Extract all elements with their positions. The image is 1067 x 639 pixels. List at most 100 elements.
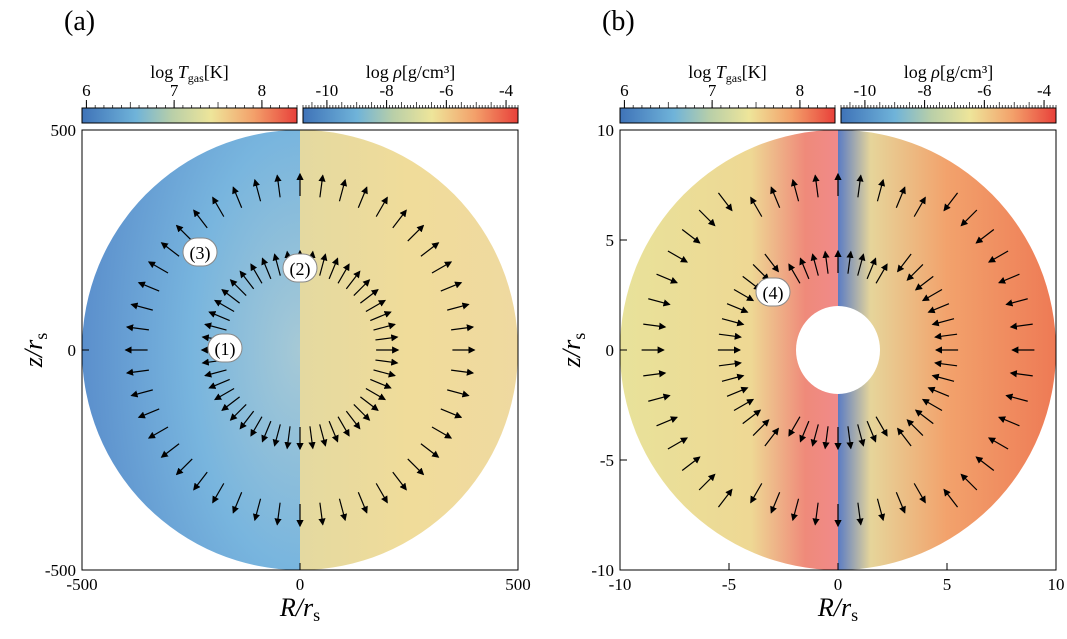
arrow — [232, 186, 243, 208]
arrow — [1009, 322, 1033, 330]
arrow — [1005, 298, 1028, 307]
annotation: (4) — [763, 283, 784, 304]
colorbar-tick-label: -8 — [918, 81, 932, 100]
arrow — [718, 360, 742, 368]
arrow — [752, 419, 770, 436]
y-tick-label: -10 — [591, 561, 614, 580]
arrow — [353, 404, 371, 421]
arrow — [643, 370, 667, 378]
arrow — [927, 386, 950, 397]
arrow — [895, 492, 906, 514]
arrow — [261, 257, 272, 280]
arrow — [975, 456, 995, 472]
arrow — [726, 303, 749, 314]
annotation: (2) — [290, 259, 311, 280]
inner-hole — [796, 306, 880, 394]
arrow — [764, 253, 780, 273]
colorbar-label-pre: log — [904, 62, 932, 82]
arrow — [812, 502, 820, 526]
arrow — [770, 492, 781, 514]
arrow — [338, 178, 348, 202]
arrow — [721, 318, 745, 327]
arrow — [392, 209, 407, 229]
arrow — [447, 389, 470, 398]
colorbar — [840, 107, 1057, 124]
arrow — [250, 416, 263, 437]
arrow — [204, 322, 227, 331]
arrow — [934, 360, 958, 368]
annotation-box — [282, 253, 318, 283]
arrow — [337, 416, 350, 437]
arrow — [160, 242, 180, 257]
arrow — [733, 288, 755, 302]
arrow — [130, 302, 153, 311]
x-axis-label-main: R/r — [817, 593, 852, 622]
arrow — [252, 498, 262, 522]
x-tick-label: 0 — [296, 575, 305, 594]
arrow — [906, 264, 924, 281]
arrow — [752, 264, 770, 281]
colorbar-tick-label: 7 — [708, 81, 717, 100]
colorbar-label: log ρ[g/cm³] — [366, 62, 456, 82]
arrow — [125, 368, 149, 376]
colorbar-label: log Tgas[K] — [150, 62, 229, 85]
arrow — [125, 324, 149, 332]
arrow — [370, 311, 392, 322]
colorbar-tick-label: -8 — [380, 81, 394, 100]
colorbar-label-sym: ρ — [930, 62, 940, 82]
arrow — [318, 174, 326, 198]
x-tick-label: -500 — [66, 575, 97, 594]
colorbar-label-sym: ρ — [392, 62, 402, 82]
arrow — [420, 242, 440, 257]
colorbar — [302, 107, 519, 124]
colorbar-tick-label: -4 — [499, 81, 514, 100]
arrow — [431, 261, 453, 274]
x-axis-label: R/rs — [817, 593, 858, 625]
arrow — [987, 250, 1009, 263]
y-tick-label: 10 — [597, 121, 614, 140]
arrow — [857, 424, 866, 447]
arrow — [960, 473, 978, 491]
colorbar-label: log Tgas[K] — [688, 62, 767, 85]
arrow — [913, 196, 926, 217]
arrow — [770, 186, 781, 208]
y-axis-label: z/rs — [19, 333, 51, 368]
arrow — [221, 396, 240, 411]
y-axis-label: z/rs — [557, 333, 589, 368]
arrow — [846, 250, 854, 274]
arrow — [656, 273, 678, 284]
arrow — [931, 373, 955, 382]
arrow — [431, 426, 453, 439]
colorbar — [619, 107, 836, 124]
colorbar-label: log ρ[g/cm³] — [904, 62, 994, 82]
arrow — [175, 224, 193, 242]
colorbar-label-post: [g/cm³] — [402, 62, 455, 82]
colorbar-label-sym: T — [178, 62, 190, 82]
colorbar-label-post: [g/cm³] — [940, 62, 993, 82]
arrow — [927, 303, 950, 314]
colorbar-label-post: [K] — [204, 62, 229, 82]
colorbar-label-sub: gas — [188, 71, 204, 85]
arrow — [718, 332, 742, 340]
arrow — [250, 263, 263, 284]
colorbar-tick-label: -6 — [439, 81, 453, 100]
arrow — [643, 322, 667, 330]
arrow — [875, 263, 888, 284]
y-tick-label: -500 — [45, 561, 76, 580]
arrow — [812, 174, 820, 198]
colorbar-tick-label: -6 — [977, 81, 991, 100]
arrow — [742, 409, 762, 425]
x-tick-label: 10 — [1048, 575, 1065, 594]
arrow — [392, 471, 407, 491]
arrow — [822, 426, 830, 450]
arrow — [360, 289, 379, 304]
colorbar-tick-label: 8 — [258, 81, 267, 100]
arrow — [698, 209, 716, 227]
arrow — [212, 196, 225, 217]
arrow — [447, 302, 470, 311]
arrow — [328, 257, 339, 280]
arrow — [788, 416, 801, 437]
arrow — [272, 424, 281, 447]
